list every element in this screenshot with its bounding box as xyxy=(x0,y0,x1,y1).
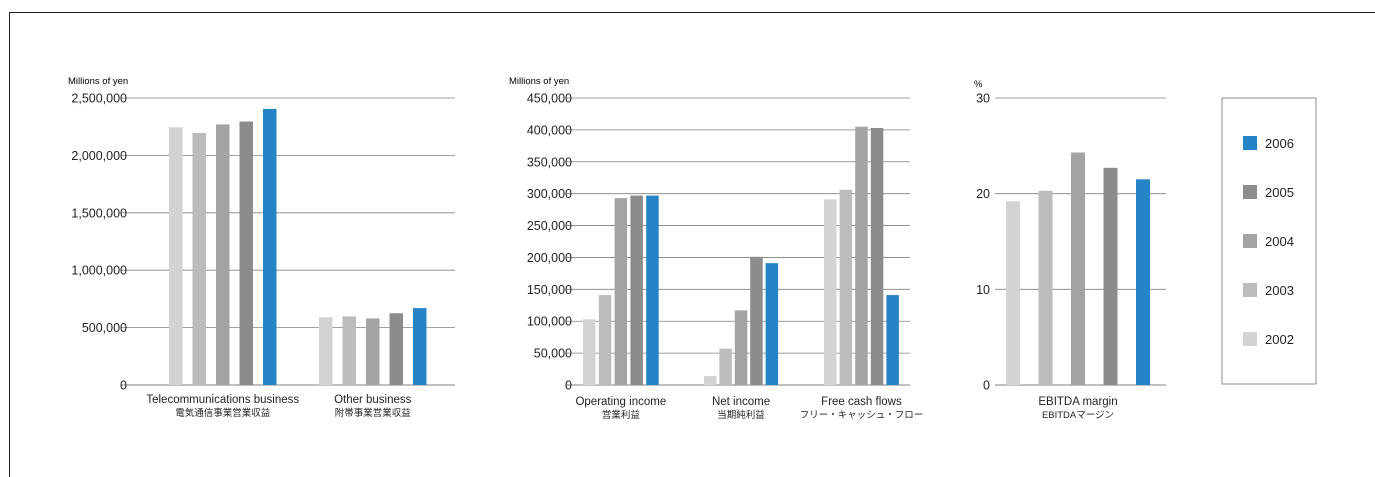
category-label: Free cash flows xyxy=(821,396,902,408)
legend-label-2004: 2004 xyxy=(1265,234,1294,249)
bar-2003 xyxy=(719,348,732,385)
bar-2006 xyxy=(886,295,899,385)
y-tick-label: 350,000 xyxy=(527,155,572,169)
legend-box xyxy=(1221,97,1317,385)
y-tick-label: 300,000 xyxy=(527,187,572,201)
category-sublabel: 営業利益 xyxy=(602,409,641,421)
y-tick-label: 400,000 xyxy=(527,123,572,137)
category-sublabel: 当期純利益 xyxy=(717,409,765,421)
y-tick-label: 200,000 xyxy=(527,251,572,265)
category-label: Net income xyxy=(712,396,770,408)
y-tick-label: 2,000,000 xyxy=(71,149,127,163)
legend-swatch-2005 xyxy=(1243,185,1257,199)
bar-2002 xyxy=(824,199,837,385)
legend-swatch-2004 xyxy=(1243,234,1257,248)
y-tick-label: 2,500,000 xyxy=(71,92,127,106)
unit-label: Millions of yen xyxy=(68,76,128,87)
bar-2006 xyxy=(413,308,427,385)
legend-swatch-2003 xyxy=(1243,283,1257,297)
y-tick-label: 0 xyxy=(565,379,572,393)
bar-2005 xyxy=(389,313,403,385)
bar-2005 xyxy=(750,256,763,385)
bar-2005 xyxy=(630,195,643,385)
bar-2002 xyxy=(704,376,717,385)
legend: 2006 2005 2004 2003 2002 xyxy=(1221,97,1317,385)
y-tick-label: 450,000 xyxy=(527,92,572,106)
category-label: EBITDA margin xyxy=(1038,396,1117,408)
chart-revenue: Millions of yen 2,500,000 2,000,000 1,500,… xyxy=(68,76,455,419)
unit-label: % xyxy=(974,79,983,90)
bar-2002 xyxy=(169,127,183,386)
category-sublabel: 電気通信事業営業収益 xyxy=(175,407,271,419)
bar-2002 xyxy=(319,317,333,385)
legend-swatch-2002 xyxy=(1243,332,1257,346)
bar-2002 xyxy=(583,319,596,385)
bar-2004 xyxy=(366,318,380,385)
y-tick-label: 0 xyxy=(983,379,990,393)
y-tick-label: 0 xyxy=(120,379,127,393)
figure-frame xyxy=(9,12,1375,477)
bar-2004 xyxy=(734,310,748,385)
y-tick-label: 10 xyxy=(976,283,990,297)
bar-2004 xyxy=(855,126,868,385)
legend-label-2005: 2005 xyxy=(1265,185,1294,200)
y-tick-label: 1,500,000 xyxy=(71,206,127,220)
category-sublabel: 附帯事業営業収益 xyxy=(335,407,412,419)
bar-2004 xyxy=(216,124,230,386)
bar-2006 xyxy=(1136,179,1150,385)
y-tick-label: 30 xyxy=(976,92,990,106)
category-label: Operating income xyxy=(575,396,666,408)
bar-2003 xyxy=(1038,190,1053,385)
category-sublabel: フリー・キャッシュ・フロー xyxy=(800,410,924,421)
bar-2006 xyxy=(765,263,779,385)
y-tick-label: 250,000 xyxy=(527,219,572,233)
bar-2005 xyxy=(870,127,884,385)
bar-2006 xyxy=(263,108,277,385)
category-label: Telecommunications business xyxy=(146,394,299,406)
y-tick-label: 50,000 xyxy=(534,347,572,361)
bar-2005 xyxy=(239,121,253,385)
y-tick-label: 20 xyxy=(976,187,990,201)
chart-ebitda-margin: % 30 20 10 0 EBITDA margin EBITDAマージン xyxy=(974,79,1166,421)
bar-2005 xyxy=(1103,167,1118,385)
bar-2002 xyxy=(1006,201,1020,385)
legend-label-2006: 2006 xyxy=(1265,136,1294,151)
y-tick-label: 500,000 xyxy=(82,321,127,335)
bar-2003 xyxy=(839,189,853,385)
y-tick-label: 1,000,000 xyxy=(71,264,127,278)
category-label: Other business xyxy=(334,394,412,406)
y-tick-label: 150,000 xyxy=(527,283,572,297)
category-sublabel: EBITDAマージン xyxy=(1042,410,1114,421)
chart-income: Millions of yen 450,000 400,000 350,000 300… xyxy=(509,76,923,421)
bar-2006 xyxy=(646,195,659,385)
y-tick-label: 100,000 xyxy=(527,315,572,329)
bar-2003 xyxy=(342,316,356,385)
legend-label-2002: 2002 xyxy=(1265,332,1294,347)
legend-swatch-2006 xyxy=(1243,136,1257,150)
bar-2003 xyxy=(192,133,206,385)
bar-2003 xyxy=(598,295,612,385)
bar-2004 xyxy=(614,198,628,385)
bar-2004 xyxy=(1071,152,1085,385)
unit-label: Millions of yen xyxy=(509,76,569,87)
legend-label-2003: 2003 xyxy=(1265,283,1294,298)
